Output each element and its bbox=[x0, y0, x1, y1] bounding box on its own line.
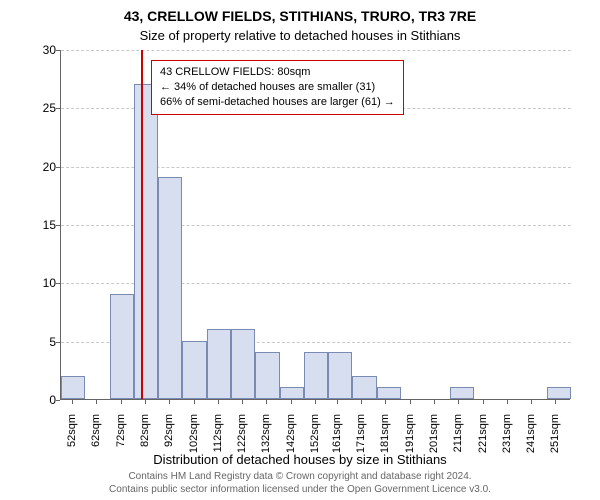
histogram-bar bbox=[110, 294, 134, 399]
histogram-bar bbox=[547, 387, 571, 399]
x-tick-label: 241sqm bbox=[525, 414, 537, 453]
chart-title: 43, CRELLOW FIELDS, STITHIANS, TRURO, TR… bbox=[0, 8, 600, 24]
x-tick-label: 82sqm bbox=[139, 414, 151, 447]
x-tick-mark bbox=[385, 400, 386, 404]
x-tick-label: 171sqm bbox=[355, 414, 367, 453]
x-tick-label: 122sqm bbox=[236, 414, 248, 453]
y-tick-label: 15 bbox=[16, 218, 56, 232]
x-tick-mark bbox=[169, 400, 170, 404]
x-tick-mark bbox=[242, 400, 243, 404]
x-tick-mark bbox=[96, 400, 97, 404]
x-tick-label: 52sqm bbox=[66, 414, 78, 447]
x-tick-mark bbox=[194, 400, 195, 404]
histogram-bar bbox=[207, 329, 231, 399]
annotation-line: ← 34% of detached houses are smaller (31… bbox=[160, 80, 395, 95]
plot-area: 43 CRELLOW FIELDS: 80sqm ← 34% of detach… bbox=[60, 50, 570, 400]
x-tick-mark bbox=[218, 400, 219, 404]
x-tick-label: 181sqm bbox=[379, 414, 391, 453]
x-tick-label: 72sqm bbox=[115, 414, 127, 447]
x-tick-mark bbox=[458, 400, 459, 404]
x-tick-label: 231sqm bbox=[501, 414, 513, 453]
x-tick-mark bbox=[291, 400, 292, 404]
x-tick-label: 62sqm bbox=[90, 414, 102, 447]
histogram-bar bbox=[158, 177, 182, 399]
histogram-bar bbox=[255, 352, 279, 399]
y-tick-mark bbox=[56, 225, 60, 226]
x-tick-label: 142sqm bbox=[285, 414, 297, 453]
x-tick-mark bbox=[555, 400, 556, 404]
y-tick-label: 10 bbox=[16, 276, 56, 290]
marker-line bbox=[141, 50, 143, 399]
chart-subtitle: Size of property relative to detached ho… bbox=[0, 28, 600, 43]
footer-line: Contains HM Land Registry data © Crown c… bbox=[0, 470, 600, 483]
y-tick-mark bbox=[56, 400, 60, 401]
x-tick-mark bbox=[410, 400, 411, 404]
annotation-line: 66% of semi-detached houses are larger (… bbox=[160, 95, 395, 110]
x-tick-mark bbox=[72, 400, 73, 404]
x-tick-label: 201sqm bbox=[428, 414, 440, 453]
x-tick-label: 211sqm bbox=[452, 414, 464, 452]
histogram-bar bbox=[304, 352, 328, 399]
x-tick-label: 161sqm bbox=[331, 414, 343, 453]
y-tick-mark bbox=[56, 167, 60, 168]
y-tick-label: 0 bbox=[16, 393, 56, 407]
y-tick-label: 20 bbox=[16, 160, 56, 174]
x-tick-mark bbox=[315, 400, 316, 404]
y-tick-label: 5 bbox=[16, 335, 56, 349]
x-axis-label: Distribution of detached houses by size … bbox=[0, 452, 600, 467]
x-tick-mark bbox=[337, 400, 338, 404]
histogram-bar bbox=[182, 341, 206, 399]
histogram-bar bbox=[377, 387, 401, 399]
x-tick-label: 102sqm bbox=[188, 414, 200, 453]
histogram-bar bbox=[328, 352, 352, 399]
histogram-bar bbox=[352, 376, 376, 399]
y-tick-mark bbox=[56, 283, 60, 284]
x-tick-label: 191sqm bbox=[404, 414, 416, 453]
x-tick-label: 112sqm bbox=[212, 414, 224, 452]
gridline bbox=[61, 50, 571, 51]
histogram-bar bbox=[280, 387, 304, 399]
x-tick-mark bbox=[361, 400, 362, 404]
y-tick-mark bbox=[56, 50, 60, 51]
histogram-bar bbox=[134, 84, 158, 399]
y-tick-label: 25 bbox=[16, 101, 56, 115]
annotation-line: 43 CRELLOW FIELDS: 80sqm bbox=[160, 65, 395, 80]
x-tick-mark bbox=[145, 400, 146, 404]
footer-line: Contains public sector information licen… bbox=[0, 483, 600, 496]
x-tick-mark bbox=[121, 400, 122, 404]
y-tick-mark bbox=[56, 342, 60, 343]
y-tick-label: 30 bbox=[16, 43, 56, 57]
y-tick-mark bbox=[56, 108, 60, 109]
chart-footer: Contains HM Land Registry data © Crown c… bbox=[0, 470, 600, 496]
x-tick-label: 132sqm bbox=[260, 414, 272, 453]
x-tick-mark bbox=[507, 400, 508, 404]
x-tick-mark bbox=[483, 400, 484, 404]
annotation-box: 43 CRELLOW FIELDS: 80sqm ← 34% of detach… bbox=[151, 60, 404, 115]
histogram-bar bbox=[450, 387, 474, 399]
x-tick-label: 92sqm bbox=[163, 414, 175, 447]
x-tick-label: 251sqm bbox=[549, 414, 561, 453]
histogram-bar bbox=[61, 376, 85, 399]
x-tick-mark bbox=[266, 400, 267, 404]
x-tick-mark bbox=[434, 400, 435, 404]
x-tick-mark bbox=[531, 400, 532, 404]
x-tick-label: 152sqm bbox=[309, 414, 321, 453]
x-tick-label: 221sqm bbox=[477, 414, 489, 453]
histogram-bar bbox=[231, 329, 255, 399]
